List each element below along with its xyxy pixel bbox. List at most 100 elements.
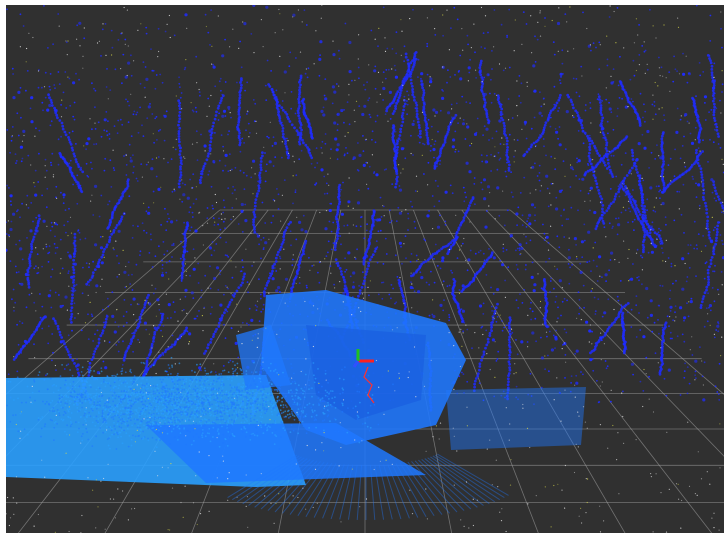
cloud-point: [238, 99, 241, 103]
cloud-point: [516, 268, 519, 271]
cloud-point: [131, 336, 135, 339]
cloud-point: [336, 224, 340, 228]
cloud-point: [71, 329, 73, 332]
cloud-point: [694, 370, 697, 373]
cloud-point: [342, 278, 346, 282]
cloud-point: [235, 368, 237, 371]
cloud-point: [336, 123, 339, 126]
cloud-point: [227, 287, 229, 290]
cloud-point: [155, 328, 159, 332]
cloud-point: [376, 218, 380, 222]
cloud-point: [179, 167, 182, 171]
cloud-point: [90, 358, 94, 361]
cloud-point: [233, 412, 236, 415]
cloud-point: [73, 154, 77, 158]
cloud-point: [508, 8, 511, 11]
cloud-point: [118, 198, 121, 202]
cloud-point: [253, 201, 257, 205]
cloud-point: [400, 245, 402, 248]
cloud-point: [72, 268, 76, 272]
cloud-point: [253, 204, 257, 208]
cloud-point: [401, 117, 405, 121]
cloud-point: [28, 262, 32, 265]
cloud-point: [508, 351, 512, 354]
cloud-point: [95, 324, 97, 326]
cloud-point: [165, 229, 168, 232]
cloud-point: [467, 66, 471, 70]
cloud-point: [503, 224, 506, 227]
cloud-point: [382, 86, 386, 91]
cloud-point: [240, 83, 243, 87]
cloud-point: [112, 167, 115, 169]
cloud-point: [73, 362, 76, 365]
cloud-point: [20, 116, 22, 119]
cloud-point: [712, 141, 715, 144]
cloud-point: [294, 191, 297, 194]
cloud-point: [595, 149, 599, 153]
cloud-point: [226, 424, 229, 426]
cloud-point: [270, 87, 274, 91]
cloud-point: [333, 121, 337, 125]
cloud-point: [648, 167, 650, 169]
cloud-point: [47, 325, 50, 328]
cloud-point: [243, 142, 246, 144]
cloud-point: [16, 370, 19, 373]
cloud-point: [637, 210, 641, 214]
cloud-point: [300, 253, 304, 257]
cloud-point: [106, 134, 109, 137]
cloud-point: [490, 329, 493, 333]
cloud-point: [458, 375, 461, 378]
cloud-point: [334, 430, 336, 433]
cloud-point: [284, 142, 287, 146]
cloud-point: [592, 170, 596, 174]
cloud-point: [632, 100, 634, 103]
cloud-point: [681, 287, 685, 291]
cloud-point: [602, 222, 606, 225]
cloud-point: [88, 278, 92, 282]
cloud-point: [673, 219, 676, 222]
cloud-point: [254, 102, 257, 105]
cloud-point: [508, 133, 511, 136]
cloud-point: [302, 214, 305, 217]
cloud-point: [314, 183, 316, 186]
cloud-point: [441, 65, 445, 69]
cloud-point: [517, 307, 520, 309]
cloud-point: [218, 101, 222, 105]
cloud-point: [127, 274, 130, 276]
cloud-point: [689, 244, 692, 247]
cloud-point: [32, 235, 36, 239]
cloud-point: [581, 177, 585, 181]
cloud-point: [68, 207, 70, 210]
cloud-point: [125, 311, 128, 313]
cloud-point: [188, 394, 190, 396]
cloud-point: [590, 139, 594, 143]
cloud-point: [10, 204, 12, 206]
cloud-point: [101, 329, 105, 332]
cloud-point: [610, 323, 613, 327]
cloud-point: [533, 116, 536, 119]
cloud-point: [179, 161, 183, 165]
cloud-point: [365, 248, 369, 251]
cloud-point: [600, 339, 603, 342]
cloud-point: [291, 391, 294, 394]
cloud-point: [237, 129, 241, 132]
cloud-point: [212, 121, 216, 125]
3d-viewport[interactable]: [6, 5, 724, 533]
cloud-point: [261, 154, 264, 158]
cloud-point: [126, 182, 130, 186]
cloud-point: [473, 177, 476, 179]
cloud-point: [483, 262, 486, 266]
cloud-point: [130, 135, 133, 138]
cloud-point: [294, 112, 297, 115]
cloud-point: [507, 338, 511, 342]
cloud-point: [156, 326, 160, 330]
cloud-point: [285, 226, 289, 230]
cloud-point: [154, 358, 158, 362]
cloud-point: [90, 276, 94, 279]
cloud-point: [458, 289, 461, 291]
cloud-point: [35, 265, 37, 268]
cloud-point: [588, 151, 591, 155]
cloud-point: [461, 95, 464, 98]
cloud-point: [130, 74, 133, 77]
cloud-point: [373, 69, 377, 73]
